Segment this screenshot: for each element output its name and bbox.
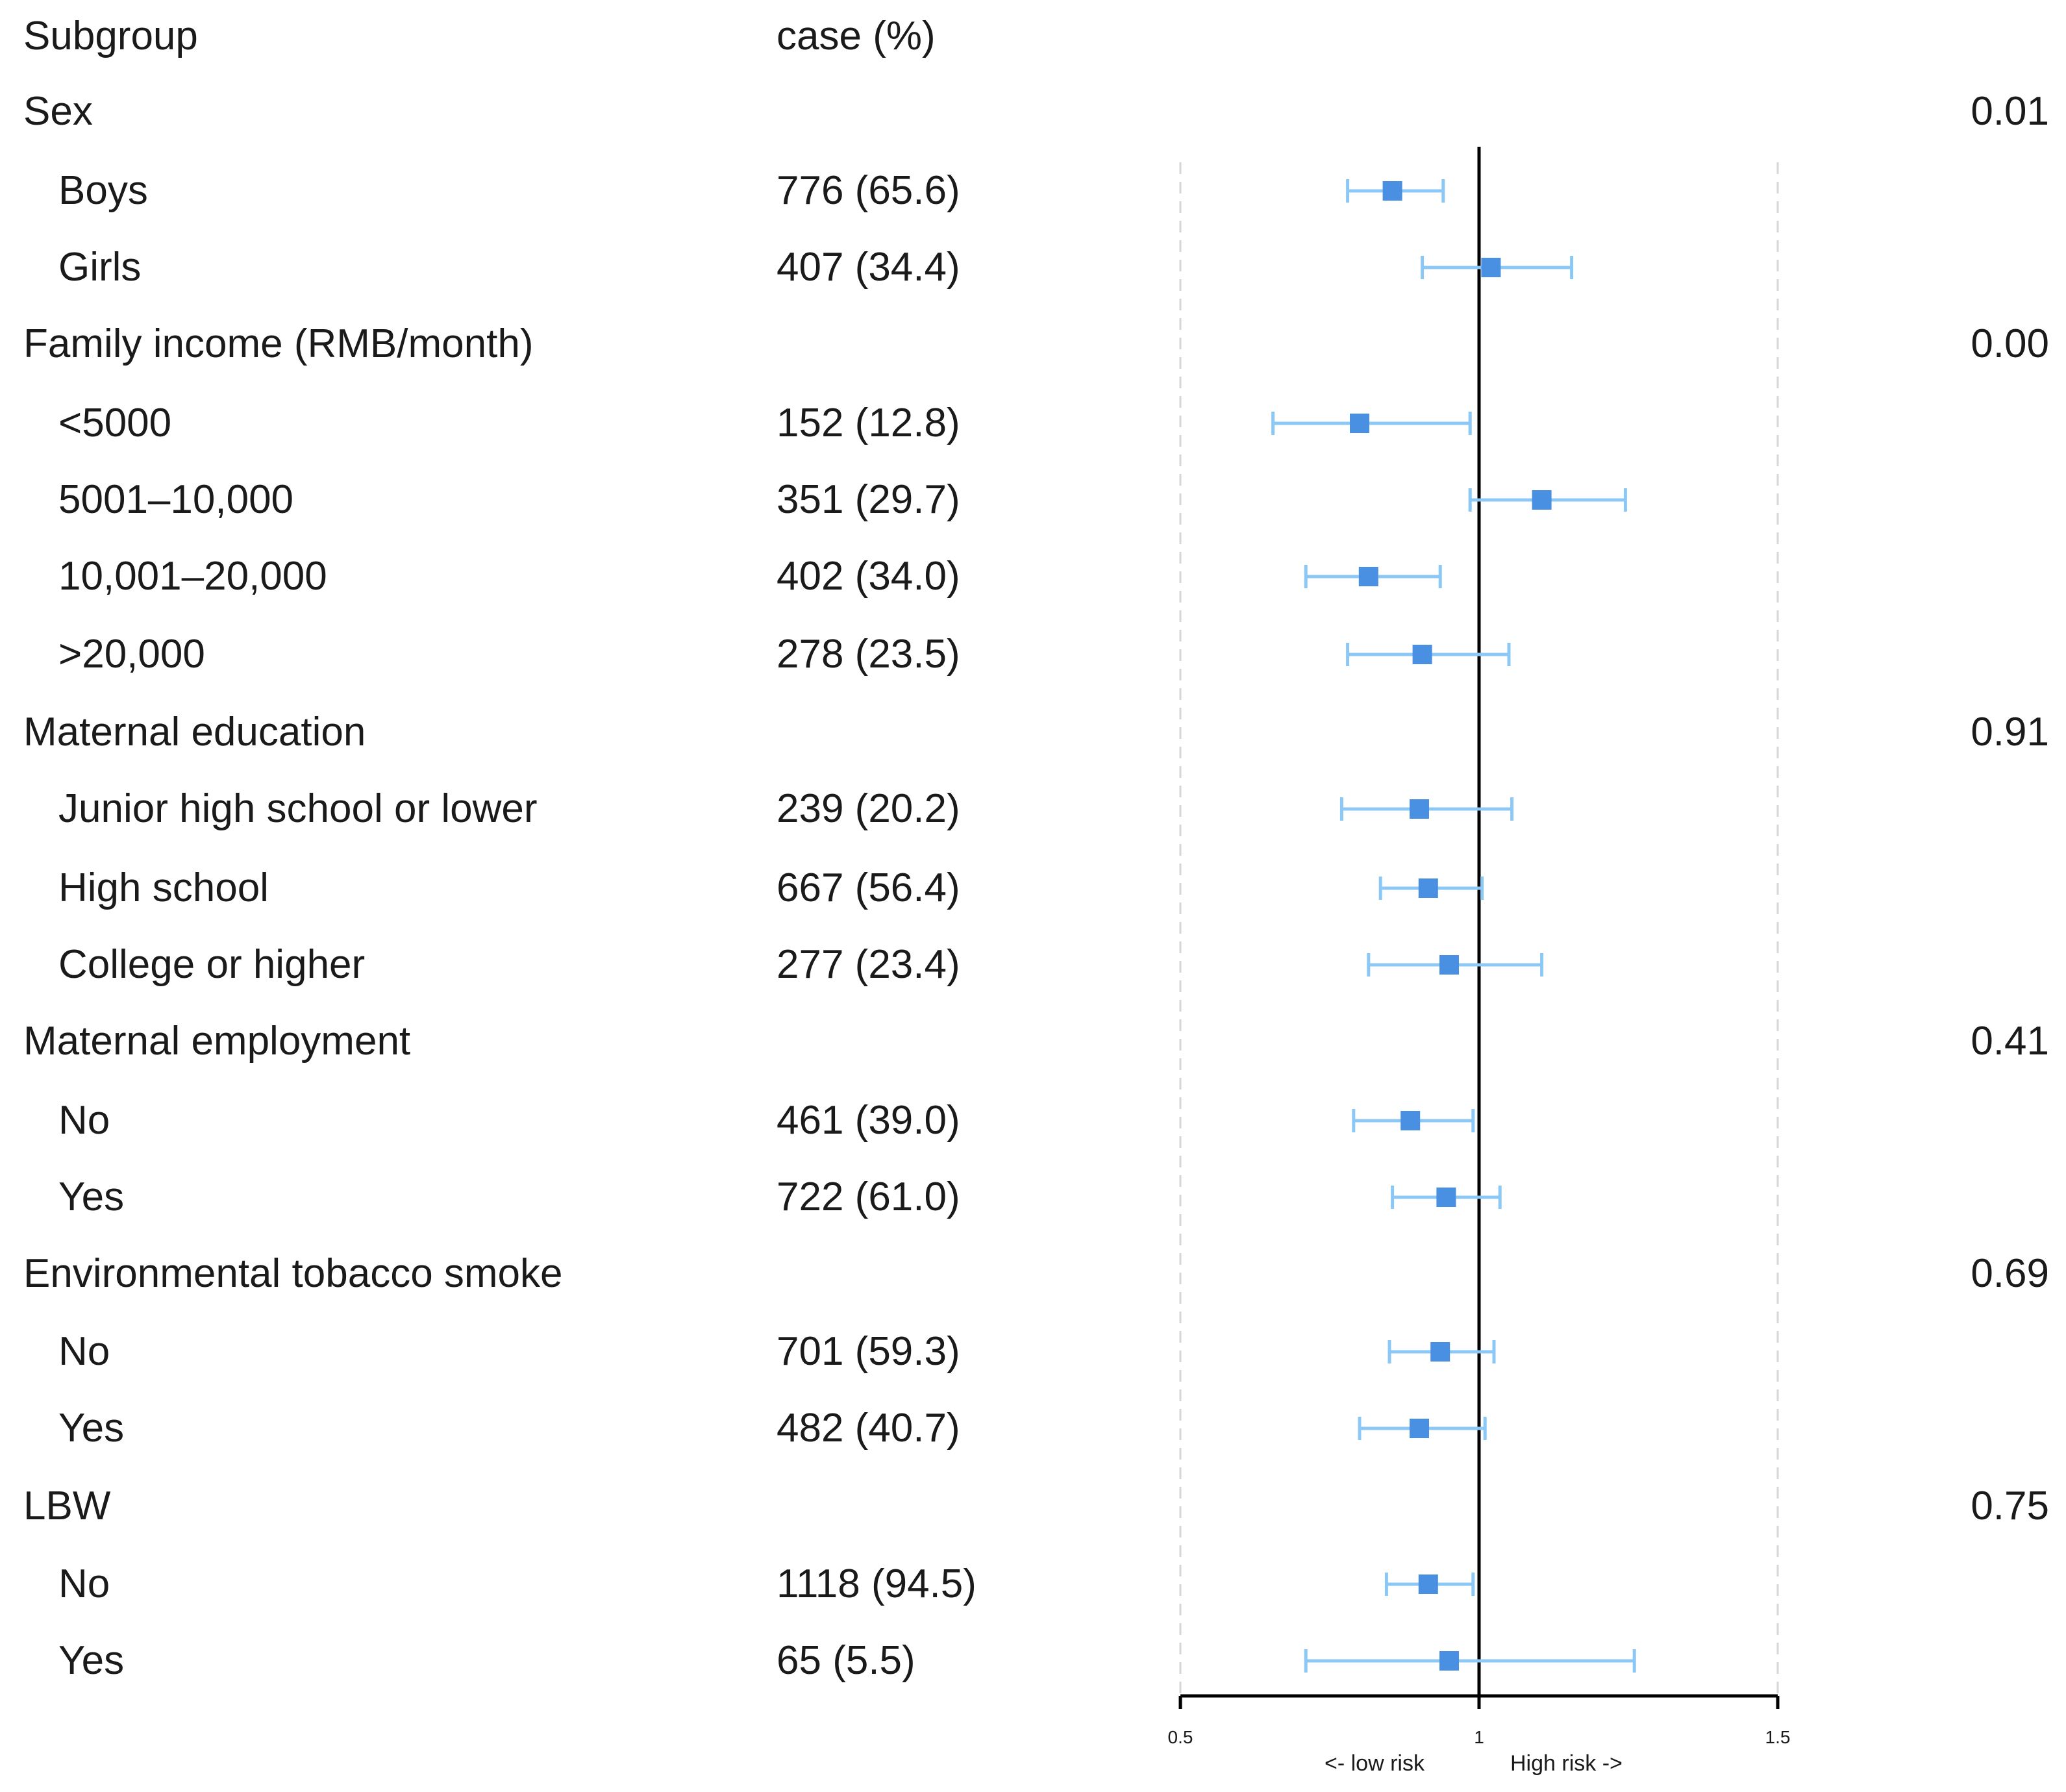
x-tick-label: 1.5 bbox=[1765, 1727, 1791, 1747]
subgroup-label: 10,001–20,000 bbox=[58, 554, 327, 599]
case-count: 277 (23.4) bbox=[777, 942, 960, 987]
case-count: 239 (20.2) bbox=[777, 786, 960, 831]
case-count: 351 (29.7) bbox=[777, 477, 960, 522]
group-label: LBW bbox=[23, 1484, 111, 1528]
p-value: 0.00 bbox=[1971, 321, 2049, 366]
subgroup-label: No bbox=[58, 1098, 110, 1143]
high-risk-annotation: High risk -> bbox=[1510, 1751, 1623, 1776]
point-estimate bbox=[1382, 181, 1402, 201]
subgroup-header: Subgroup bbox=[23, 14, 198, 58]
x-tick-label: 0.5 bbox=[1167, 1727, 1193, 1747]
point-estimate bbox=[1418, 878, 1438, 898]
p-value: 0.75 bbox=[1971, 1484, 2049, 1528]
group-label: Environmental tobacco smoke bbox=[23, 1251, 563, 1296]
point-estimate bbox=[1430, 1342, 1450, 1362]
low-risk-annotation: <- low risk bbox=[1325, 1751, 1425, 1776]
subgroup-label: Junior high school or lower bbox=[58, 786, 538, 831]
point-estimate bbox=[1412, 645, 1432, 664]
point-estimate bbox=[1436, 1188, 1456, 1207]
point-estimate bbox=[1532, 490, 1552, 510]
case-count: 278 (23.5) bbox=[777, 632, 960, 677]
subgroup-label: Yes bbox=[58, 1175, 125, 1219]
case-count: 1118 (94.5) bbox=[777, 1562, 977, 1606]
case-count: 407 (34.4) bbox=[777, 245, 960, 290]
subgroup-label: High school bbox=[58, 865, 269, 910]
point-estimate bbox=[1481, 258, 1501, 277]
subgroup-label: Yes bbox=[58, 1406, 125, 1450]
point-estimate bbox=[1418, 1574, 1438, 1594]
p-value: 0.01 bbox=[1971, 89, 2049, 134]
subgroup-label: Yes bbox=[58, 1638, 125, 1683]
point-estimate bbox=[1439, 1651, 1459, 1671]
point-estimate bbox=[1350, 414, 1369, 433]
case-count: 482 (40.7) bbox=[777, 1406, 960, 1450]
subgroup-label: <5000 bbox=[58, 401, 172, 445]
x-tick-label: 1 bbox=[1474, 1727, 1484, 1747]
subgroup-label: 5001–10,000 bbox=[58, 477, 294, 522]
p-value: 0.69 bbox=[1971, 1251, 2049, 1296]
point-estimate bbox=[1358, 567, 1378, 586]
p-value: 0.91 bbox=[1971, 710, 2049, 754]
case-count: 152 (12.8) bbox=[777, 401, 960, 445]
subgroup-label: College or higher bbox=[58, 942, 366, 987]
subgroup-label: No bbox=[58, 1329, 110, 1374]
case-count: 461 (39.0) bbox=[777, 1098, 960, 1143]
p-value: 0.41 bbox=[1971, 1019, 2049, 1064]
subgroup-label: >20,000 bbox=[58, 632, 205, 677]
case-count: 722 (61.0) bbox=[777, 1175, 960, 1219]
case-count: 402 (34.0) bbox=[777, 554, 960, 599]
case-count: 776 (65.6) bbox=[777, 168, 960, 213]
case-count: 65 (5.5) bbox=[777, 1638, 915, 1683]
subgroup-label: Girls bbox=[58, 245, 142, 290]
case-header: case (%) bbox=[777, 14, 936, 58]
point-estimate bbox=[1410, 1419, 1429, 1438]
group-label: Maternal employment bbox=[23, 1019, 411, 1064]
group-label: Family income (RMB/month) bbox=[23, 321, 534, 366]
case-count: 701 (59.3) bbox=[777, 1329, 960, 1374]
group-label: Maternal education bbox=[23, 710, 366, 754]
case-count: 667 (56.4) bbox=[777, 865, 960, 910]
group-label: Sex bbox=[23, 89, 93, 134]
subgroup-label: No bbox=[58, 1562, 110, 1606]
point-estimate bbox=[1439, 955, 1459, 975]
subgroup-label: Boys bbox=[58, 168, 148, 213]
point-estimate bbox=[1400, 1111, 1421, 1130]
point-estimate bbox=[1410, 799, 1429, 819]
